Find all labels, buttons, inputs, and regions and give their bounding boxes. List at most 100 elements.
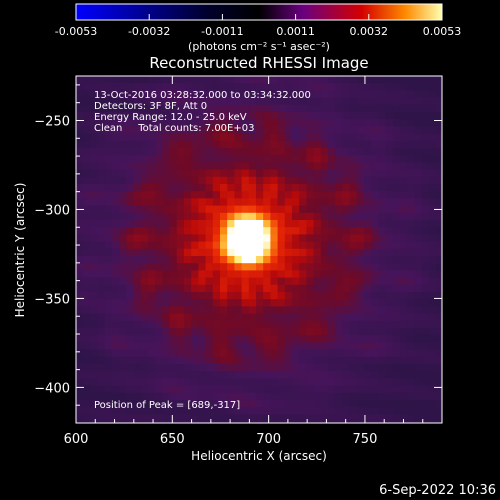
image-pixel [169, 234, 178, 242]
image-pixel [299, 270, 307, 278]
image-pixel [306, 227, 314, 235]
image-pixel [436, 248, 442, 257]
image-pixel [184, 119, 192, 127]
image-pixel [270, 320, 278, 329]
image-pixel [414, 335, 422, 343]
image-pixel [356, 112, 365, 120]
image-pixel [407, 400, 415, 408]
image-pixel [356, 169, 365, 178]
image-pixel [428, 119, 437, 127]
image-pixel [342, 414, 350, 422]
image-pixel [364, 356, 372, 365]
image-pixel [76, 263, 84, 271]
image-pixel [104, 133, 113, 142]
image-pixel [104, 349, 113, 358]
image-pixel [392, 76, 401, 84]
image-pixel [364, 169, 372, 178]
image-pixel [292, 299, 300, 307]
image-pixel [191, 248, 199, 257]
image-pixel [284, 313, 293, 322]
image-pixel [140, 335, 149, 343]
image-pixel [212, 292, 221, 300]
image-pixel [364, 241, 372, 250]
image-pixel [227, 256, 235, 264]
image-pixel [97, 313, 106, 322]
image-pixel [220, 306, 228, 314]
image-pixel [212, 133, 221, 142]
image-pixel [112, 364, 120, 372]
image-pixel [256, 371, 264, 379]
image-pixel [162, 284, 170, 293]
image-pixel [284, 205, 293, 214]
image-pixel [320, 356, 329, 365]
image-pixel [392, 320, 401, 329]
image-pixel [385, 385, 394, 394]
image-pixel [378, 198, 386, 206]
image-pixel [407, 421, 415, 423]
image-pixel [83, 191, 91, 199]
image-pixel [284, 342, 293, 350]
image-pixel [364, 126, 372, 134]
image-pixel [133, 407, 142, 415]
image-pixel [306, 306, 314, 314]
image-pixel [364, 104, 372, 113]
image-pixel [220, 342, 228, 350]
image-pixel [313, 306, 322, 314]
image-pixel [421, 234, 430, 242]
image-pixel [148, 205, 156, 214]
image-pixel [270, 256, 278, 264]
image-pixel [436, 176, 442, 185]
image-pixel [169, 299, 178, 307]
image-pixel [97, 112, 106, 120]
image-pixel [97, 400, 106, 408]
image-pixel [176, 112, 185, 120]
image-pixel [428, 313, 437, 322]
image-pixel [126, 385, 134, 394]
image-pixel [140, 306, 149, 314]
image-pixel [328, 342, 336, 350]
image-pixel [414, 97, 422, 106]
image-pixel [119, 371, 127, 379]
image-pixel [284, 299, 293, 307]
image-pixel [407, 112, 415, 120]
image-pixel [176, 184, 185, 192]
image-pixel [119, 112, 127, 120]
image-pixel [436, 392, 442, 401]
image-pixel [248, 400, 257, 408]
image-pixel [248, 184, 257, 192]
image-pixel [76, 256, 84, 264]
image-pixel [371, 83, 379, 91]
image-pixel [428, 133, 437, 142]
image-pixel [112, 313, 120, 322]
image-pixel [436, 104, 442, 113]
image-pixel [169, 162, 178, 170]
image-pixel [104, 277, 113, 286]
image-pixel [392, 184, 401, 192]
image-pixel [436, 220, 442, 228]
image-pixel [313, 227, 322, 235]
image-pixel [90, 284, 98, 293]
image-pixel [328, 270, 336, 278]
image-pixel [212, 263, 221, 271]
image-pixel [155, 176, 163, 185]
image-pixel [241, 277, 250, 286]
image-pixel [407, 407, 415, 415]
image-pixel [392, 119, 401, 127]
image-pixel [169, 76, 178, 84]
image-pixel [385, 184, 394, 192]
image-pixel [342, 364, 350, 372]
image-pixel [320, 364, 329, 372]
image-pixel [155, 407, 163, 415]
image-pixel [292, 371, 300, 379]
image-pixel [270, 400, 278, 408]
image-pixel [119, 198, 127, 206]
image-pixel [76, 140, 84, 149]
image-pixel [414, 112, 422, 120]
image-pixel [292, 76, 300, 84]
image-pixel [205, 356, 214, 365]
image-pixel [306, 378, 314, 386]
image-pixel [335, 400, 343, 408]
image-pixel [407, 356, 415, 365]
image-pixel [342, 248, 350, 257]
image-pixel [335, 414, 343, 422]
